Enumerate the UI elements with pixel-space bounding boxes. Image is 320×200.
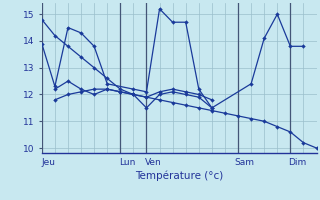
X-axis label: Température (°c): Température (°c) xyxy=(135,170,223,181)
